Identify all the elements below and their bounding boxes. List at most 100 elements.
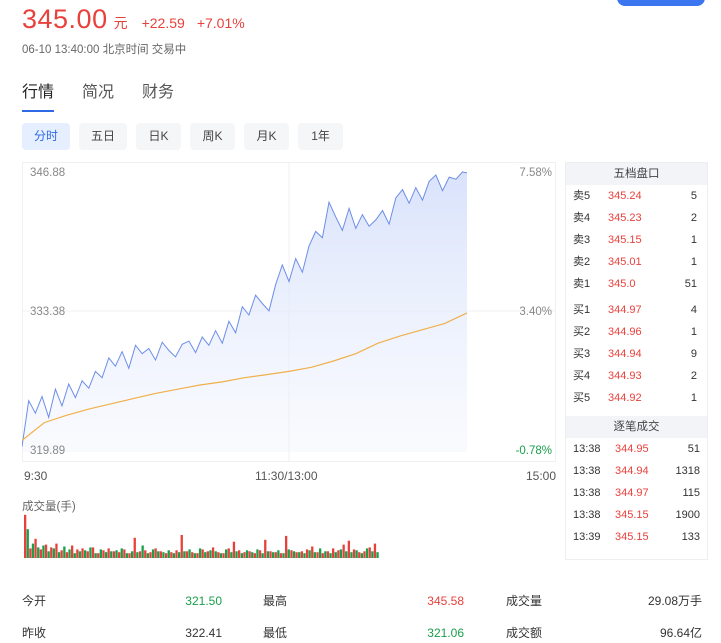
volume-bar-up bbox=[373, 543, 377, 558]
volume-bar-up bbox=[191, 552, 194, 558]
volume-bar-up bbox=[39, 549, 42, 558]
ask-row: 卖3 345.15 1 bbox=[566, 229, 707, 251]
tab-market[interactable]: 行情 bbox=[22, 78, 55, 112]
tab-finance[interactable]: 财务 bbox=[142, 84, 175, 101]
volume-bar-down bbox=[26, 529, 29, 558]
stat-row-1: 今开 321.50 最高 345.58 成交量 29.08万手 bbox=[22, 590, 708, 622]
volume-bar-up bbox=[285, 535, 288, 558]
ask-price: 345.23 bbox=[608, 212, 642, 224]
ask-volume: 2 bbox=[690, 212, 697, 224]
volume-bar-down bbox=[376, 552, 379, 558]
last-price: 345.00 bbox=[22, 4, 108, 34]
stat-open-label: 今开 bbox=[22, 594, 47, 608]
ask-price: 345.24 bbox=[608, 190, 642, 202]
volume-bar-down bbox=[68, 549, 71, 558]
volume-bar-down bbox=[225, 549, 228, 558]
bid-volume: 1 bbox=[690, 392, 697, 404]
quote-header: 345.00 元 +22.59 +7.01% bbox=[22, 4, 245, 35]
stat-turnover-label: 成交额 bbox=[506, 626, 543, 640]
volume-bar-up bbox=[29, 548, 32, 558]
volume-bar-down bbox=[115, 550, 118, 558]
volume-bar-up bbox=[123, 549, 126, 558]
tick-price: 344.97 bbox=[615, 487, 649, 499]
period-intraday[interactable]: 分时 bbox=[22, 123, 71, 150]
period-1year[interactable]: 1年 bbox=[298, 123, 344, 150]
x-axis-labels: 9:30 11:30/13:00 15:00 bbox=[22, 469, 556, 485]
ask-price: 345.15 bbox=[608, 234, 642, 246]
stat-turnover-value: 96.64亿 bbox=[659, 626, 702, 640]
volume-bar-up bbox=[222, 553, 225, 558]
volume-bar-down bbox=[339, 549, 343, 558]
tick-price: 345.15 bbox=[615, 509, 649, 521]
volume-bar-up bbox=[128, 553, 131, 558]
stat-volume-value: 29.08万手 bbox=[647, 594, 702, 608]
ask-label: 卖4 bbox=[573, 212, 591, 224]
bid-volume: 2 bbox=[690, 370, 697, 382]
volume-bar-up bbox=[170, 552, 173, 558]
volume-bar-up bbox=[311, 546, 314, 558]
bid-volume: 9 bbox=[690, 348, 697, 360]
volume-bar-down bbox=[360, 553, 363, 558]
stat-prevclose-value: 322.41 bbox=[185, 626, 222, 640]
period-month-k[interactable]: 月K bbox=[244, 123, 290, 150]
volume-bar-up bbox=[154, 548, 157, 558]
volume-bar-down bbox=[52, 548, 55, 558]
tick-trade-row: 13:38 344.95 51 bbox=[566, 438, 707, 460]
ask-volume: 5 bbox=[690, 190, 697, 202]
trading-status: 06-10 13:40:00 北京时间 交易中 bbox=[22, 44, 187, 56]
tick-volume: 115 bbox=[682, 487, 700, 499]
price-change-percent: +7.01% bbox=[196, 15, 245, 31]
tab-overview[interactable]: 简况 bbox=[82, 84, 115, 101]
period-selector: 分时 五日 日K 周K 月K 1年 bbox=[22, 123, 352, 150]
volume-bar-up bbox=[71, 545, 74, 558]
bid-price: 344.94 bbox=[608, 348, 642, 360]
volume-bar-up bbox=[81, 548, 84, 558]
tick-volume: 133 bbox=[681, 531, 700, 543]
volume-bar-down bbox=[141, 545, 144, 558]
volume-bar-down bbox=[240, 553, 243, 558]
period-5day[interactable]: 五日 bbox=[79, 123, 128, 150]
stat-prevclose-label: 昨收 bbox=[22, 626, 47, 640]
price-unit: 元 bbox=[113, 15, 128, 31]
volume-bar-down bbox=[245, 550, 249, 558]
bid-price: 344.96 bbox=[608, 326, 642, 338]
volume-bar-down bbox=[251, 552, 254, 558]
volume-bar-down bbox=[209, 550, 212, 558]
volume-bar-down bbox=[42, 545, 45, 558]
tick-time: 13:38 bbox=[573, 443, 601, 455]
tick-volume: 1318 bbox=[675, 465, 700, 477]
bid-volume: 1 bbox=[690, 326, 697, 338]
volume-bar-up bbox=[24, 514, 27, 558]
volume-bar-down bbox=[99, 549, 102, 558]
price-line bbox=[22, 171, 468, 447]
period-week-k[interactable]: 周K bbox=[190, 123, 236, 150]
volume-bar-up bbox=[86, 551, 89, 558]
volume-bar-up bbox=[50, 547, 53, 558]
volume-bar-down bbox=[120, 548, 123, 558]
volume-bar-down bbox=[63, 546, 66, 558]
volume-bar-up bbox=[253, 553, 256, 558]
y-label-high: 346.88 bbox=[30, 167, 66, 179]
period-day-k[interactable]: 日K bbox=[136, 123, 182, 150]
stat-row-2: 昨收 322.41 最低 321.06 成交额 96.64亿 bbox=[22, 622, 708, 643]
volume-bar-down bbox=[172, 553, 176, 558]
volume-bar-down bbox=[198, 548, 202, 558]
volume-bar-down bbox=[334, 552, 337, 558]
x-label-open: 9:30 bbox=[24, 469, 48, 483]
top-action-button[interactable] bbox=[617, 0, 705, 6]
stat-low-value: 321.06 bbox=[427, 626, 464, 640]
volume-bar-up bbox=[102, 550, 105, 558]
intraday-chart[interactable]: 346.88 333.38 319.89 7.58% 3.40% -0.78% bbox=[22, 162, 556, 462]
volume-bar-up bbox=[211, 547, 215, 558]
stat-open-value: 321.50 bbox=[185, 594, 222, 608]
volume-bar-down bbox=[235, 551, 238, 558]
volume-bar-up bbox=[290, 550, 293, 558]
bid-row: 买2 344.96 1 bbox=[566, 321, 707, 343]
ask-label: 卖1 bbox=[573, 278, 591, 290]
bid-price: 344.97 bbox=[608, 304, 642, 316]
volume-bar-up bbox=[206, 551, 209, 558]
volume-bar-up bbox=[295, 552, 298, 558]
volume-bar-down bbox=[131, 551, 134, 558]
volume-bar-up bbox=[217, 552, 220, 558]
volume-bar-down bbox=[292, 551, 296, 558]
